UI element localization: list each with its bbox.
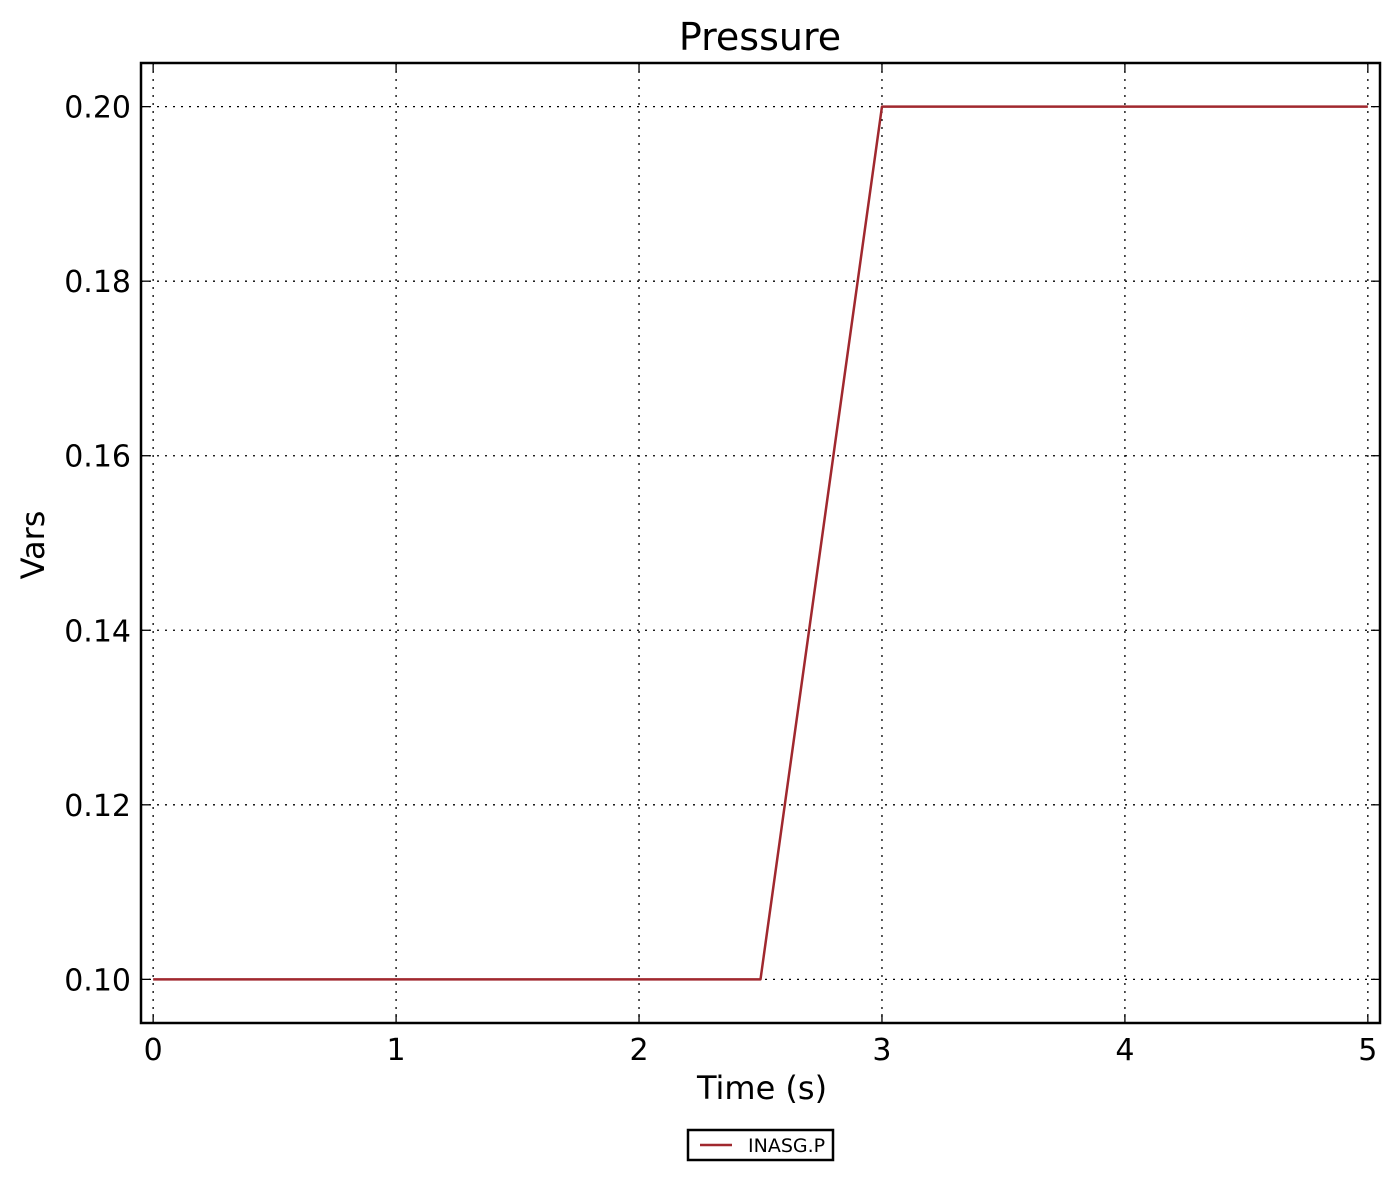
grid [141, 63, 1380, 1023]
x-tick-label: 0 [144, 1033, 163, 1068]
legend-label: INASG.P [748, 1135, 825, 1157]
x-tick-label: 2 [629, 1033, 648, 1068]
x-tick-label: 4 [1115, 1033, 1134, 1068]
axis-ticks [141, 63, 1380, 1023]
y-tick-label: 0.14 [64, 614, 131, 649]
y-tick-label: 0.12 [64, 789, 131, 824]
x-tick-label: 1 [387, 1033, 406, 1068]
legend: INASG.P [686, 1128, 835, 1162]
x-tick-label: 3 [872, 1033, 891, 1068]
plot-frame [139, 61, 1382, 1025]
series-layer [153, 105, 1368, 981]
tick-labels: 0 1 2 3 4 5 0.10 0.12 0.14 0.16 0.18 0.20 [64, 91, 1377, 1068]
y-tick-label: 0.10 [64, 963, 131, 998]
series-line [153, 105, 1368, 981]
y-axis-label: Vars [14, 511, 52, 580]
x-tick-label: 5 [1358, 1033, 1377, 1068]
chart-title: Pressure [679, 15, 841, 59]
y-tick-label: 0.18 [64, 265, 131, 300]
x-axis-label: Time (s) [696, 1069, 827, 1107]
y-tick-label: 0.20 [64, 91, 131, 126]
y-tick-label: 0.16 [64, 440, 131, 475]
